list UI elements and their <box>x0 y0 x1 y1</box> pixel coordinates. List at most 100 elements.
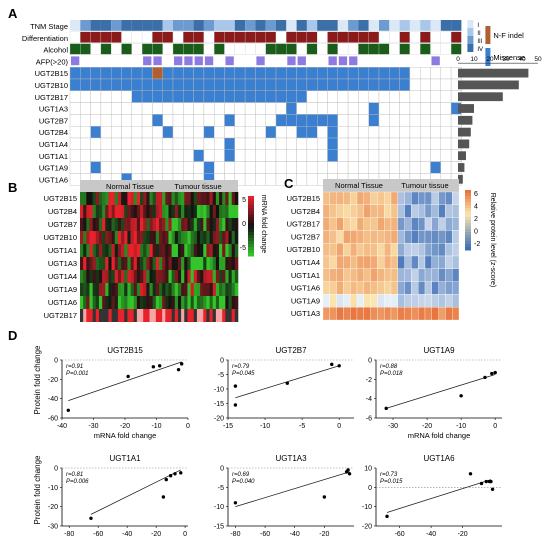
heatmap-b-cell <box>124 231 128 244</box>
mutation-cell <box>265 173 277 186</box>
heatmap-b-cell <box>136 270 141 283</box>
scale-b-segment <box>248 253 254 257</box>
mutation-cell <box>121 102 133 115</box>
heatmap-b-cell <box>124 296 128 309</box>
alcohol-cell <box>378 43 390 55</box>
heatmap-c-cell <box>411 204 419 218</box>
mutation-cell <box>193 137 205 151</box>
mutation-cell <box>420 66 431 80</box>
heatmap-c-cell <box>350 255 358 269</box>
heatmap-b-cell <box>149 192 153 205</box>
mutation-cell <box>286 66 297 80</box>
diff-cell <box>399 31 411 43</box>
heatmap-c-cell <box>431 217 439 231</box>
mutation-cell <box>100 102 112 115</box>
heatmap-b-cell <box>209 309 214 322</box>
heatmap-b-cell <box>187 231 191 244</box>
tnm-cell <box>162 20 173 31</box>
heatmap-b-cell <box>231 218 236 231</box>
heatmap-b-cell <box>149 244 153 257</box>
stage-legend-label: II <box>477 31 481 37</box>
mutation-cell <box>172 102 184 115</box>
alcohol-cell <box>265 43 277 55</box>
heatmap-b-cell <box>136 244 141 257</box>
heatmap-c-cell <box>363 243 371 257</box>
heatmap-b-cell <box>86 218 90 231</box>
bar-axis-tick: 30 <box>502 56 510 63</box>
tnm-cell <box>142 20 153 31</box>
mutation-cell <box>358 102 369 115</box>
heatmap-b-cell <box>136 218 141 231</box>
heatmap-b-cell <box>222 192 226 205</box>
diff-cell <box>255 31 266 43</box>
scatter-y-tick-label: 0 <box>54 358 58 365</box>
heatmap-c-cell <box>411 191 419 205</box>
mutation-cell <box>80 137 91 151</box>
mutation-cell <box>337 137 349 151</box>
heatmap-b-cell <box>98 283 103 296</box>
heatmap-b-cell <box>127 205 131 218</box>
heatmap-b-cell <box>228 257 232 270</box>
heatmap-c-cell <box>350 307 358 321</box>
mutation-cell <box>152 125 163 139</box>
heatmap-c-cell <box>370 204 378 218</box>
heatmap-c-cell <box>322 255 330 269</box>
indel-legend-swatch <box>485 26 491 44</box>
heatmap-c-cell <box>363 204 371 218</box>
heatmap-c-cell <box>343 191 351 205</box>
heatmap-b-cell <box>206 257 210 270</box>
heatmap-b-cell <box>219 283 223 296</box>
mutation-cell <box>100 114 112 127</box>
heatmap-b-cell <box>143 244 147 257</box>
stage-legend-swatch <box>467 20 474 28</box>
heatmap-b-cell <box>152 296 157 309</box>
heatmap-b-cell <box>108 192 112 205</box>
mutation-cell <box>80 66 91 80</box>
heatmap-b-cell <box>193 192 198 205</box>
scale-c-segment <box>465 205 471 209</box>
scatter-fit-line <box>68 361 182 401</box>
scatter-point <box>157 364 162 368</box>
heatmap-b-cell <box>95 205 100 218</box>
heatmap-b-cell <box>83 205 87 218</box>
scatter-x-tick-label: -5 <box>299 423 305 430</box>
panel-d-label: D <box>8 328 17 343</box>
alcohol-cell <box>162 43 174 55</box>
heatmap-b-cell <box>187 270 191 283</box>
tnm-cell <box>203 20 215 31</box>
heatmap-b-cell <box>143 283 147 296</box>
diff-cell <box>162 31 174 43</box>
scatter-y-tick-label: 10 <box>364 466 372 473</box>
heatmap-b-cell <box>111 231 116 244</box>
scatter-point <box>233 403 238 407</box>
mutation-cell <box>389 90 400 103</box>
heatmap-c-cell <box>329 268 337 282</box>
mutation-cell <box>368 66 380 80</box>
mutation-cell <box>440 114 452 127</box>
mutation-cell <box>152 161 163 174</box>
mutation-cell <box>265 66 277 80</box>
heatmap-c-row-label: UGT1A9 <box>291 296 320 305</box>
heatmap-b-cell <box>203 270 207 283</box>
heatmap-b-cell <box>228 283 232 296</box>
heatmap-c-cell <box>343 281 351 295</box>
heatmap-c-cell <box>363 294 371 308</box>
heatmap-b-cell <box>209 244 214 257</box>
heatmap-b-cell <box>136 231 141 244</box>
mutation-cell <box>368 102 380 115</box>
heatmap-c-cell <box>343 294 351 308</box>
heatmap-b-cell <box>83 192 87 205</box>
afp-cell <box>421 56 430 66</box>
mutation-cell <box>69 149 81 162</box>
diff-cell <box>420 31 431 43</box>
heatmap-b-cell <box>83 270 87 283</box>
heatmap-b-cell <box>86 283 90 296</box>
heatmap-c-cell <box>390 204 398 218</box>
heatmap-c-cell <box>418 268 426 282</box>
heatmap-b-cell <box>146 218 150 231</box>
heatmap-b-cell <box>159 231 163 244</box>
heatmap-c-cell <box>404 230 412 244</box>
heatmap-b-cell <box>225 231 229 244</box>
mutation-cell <box>100 78 112 92</box>
heatmap-b-cell <box>133 270 138 283</box>
